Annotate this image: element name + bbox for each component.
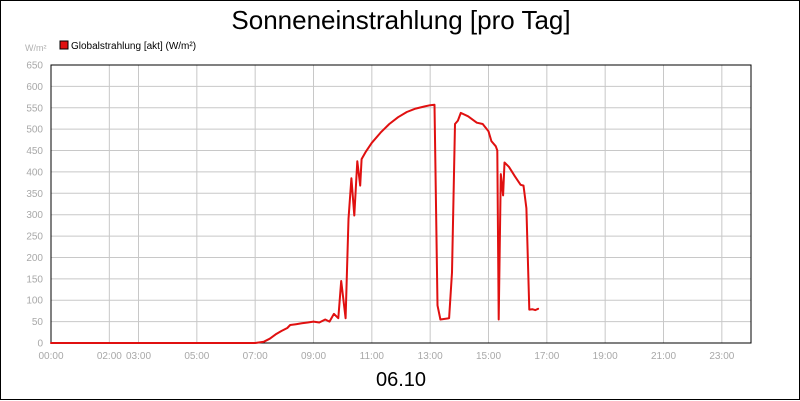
legend: Globalstrahlung [akt] (W/m²)	[59, 40, 196, 52]
x-tick-label: 21:00	[651, 351, 676, 362]
x-tick-labels: 00:00 02:00 03:00 05:00 07:00 09:00 11:00 13:00…	[38, 351, 734, 362]
y-tick-label: 250	[26, 232, 43, 243]
x-tick-label: 07:00	[243, 351, 268, 362]
y-tick-label: 150	[26, 274, 43, 285]
y-tick-label: 550	[26, 103, 43, 114]
x-tick-label: 13:00	[418, 351, 443, 362]
x-axis-date-label: 06.10	[376, 369, 426, 391]
x-tick-label: 00:00	[38, 351, 63, 362]
x-tick-label: 11:00	[360, 351, 385, 362]
chart-title: Sonneneinstrahlung [pro Tag]	[231, 5, 570, 35]
x-tick-label: 05:00	[184, 351, 209, 362]
x-tick-label: 19:00	[593, 351, 618, 362]
legend-swatch	[59, 40, 69, 50]
y-tick-label: 500	[26, 125, 43, 136]
y-tick-label: 400	[26, 167, 43, 178]
y-tick-labels: 0 50 100 150 200 250 300 350 400 450 500 550 600 650	[26, 61, 43, 350]
y-tick-label: 350	[26, 189, 43, 200]
x-tick-label: 17:00	[534, 351, 559, 362]
y-tick-label: 300	[26, 210, 43, 221]
y-axis-unit: W/m²	[25, 43, 47, 53]
x-tick-label: 02:00	[97, 351, 122, 362]
y-tick-label: 650	[26, 61, 43, 72]
series-group	[50, 103, 540, 344]
plot-area	[50, 64, 752, 344]
legend-label: Globalstrahlung [akt] (W/m²)	[71, 41, 196, 52]
grid	[50, 64, 751, 344]
y-tick-label: 200	[26, 253, 43, 264]
y-tick-label: 100	[26, 296, 43, 307]
x-tick-label: 15:00	[476, 351, 501, 362]
y-tick-label: 600	[26, 82, 43, 93]
y-tick-label: 450	[26, 146, 43, 157]
series-line-0	[50, 103, 540, 344]
y-tick-label: 50	[32, 317, 44, 328]
x-tick-label: 03:00	[126, 351, 151, 362]
x-tick-label: 09:00	[301, 351, 326, 362]
x-tick-label: 23:00	[709, 351, 734, 362]
y-tick-label: 0	[37, 339, 43, 350]
